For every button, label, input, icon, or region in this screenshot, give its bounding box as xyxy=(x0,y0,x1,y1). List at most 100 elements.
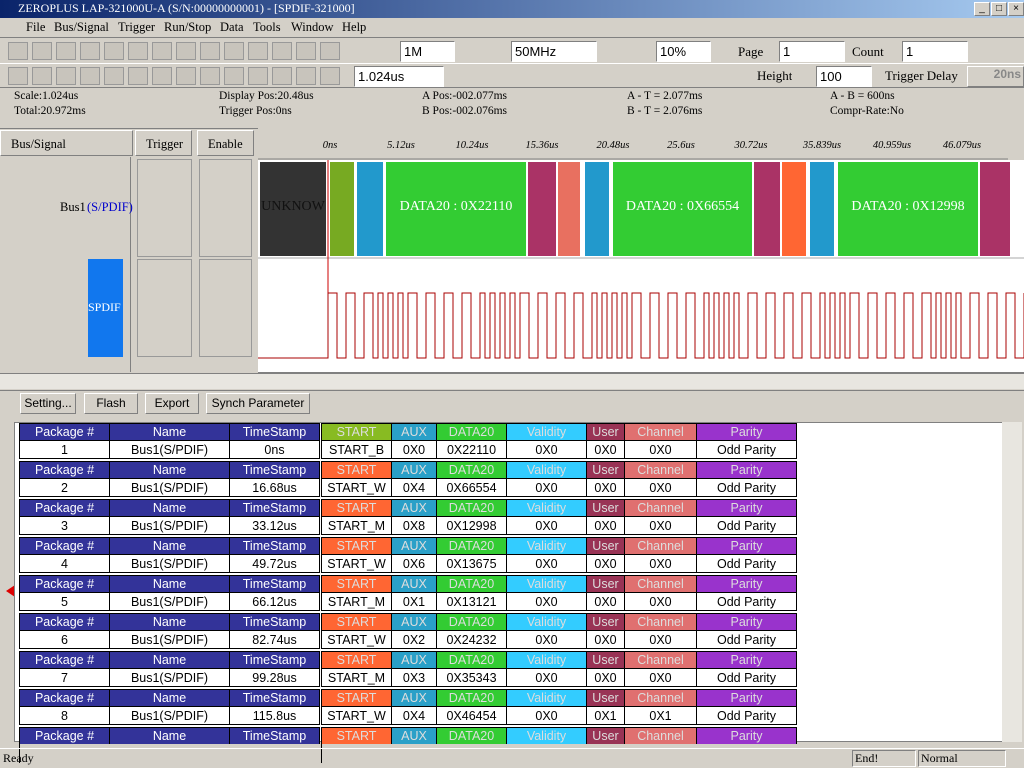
tool-icon[interactable] xyxy=(152,67,172,85)
window-button[interactable]: _ xyxy=(974,2,990,16)
tool-icon[interactable] xyxy=(320,67,340,85)
table-cell: 5 xyxy=(20,592,110,611)
menu-item[interactable]: Bus/Signal xyxy=(54,20,109,34)
table-cell: 0X0 xyxy=(587,630,625,649)
table-scrollbar xyxy=(1002,422,1022,742)
info-scale: Scale:1.024us xyxy=(14,90,79,102)
page[interactable]: 1 xyxy=(779,41,845,62)
trigger-percent[interactable]: 10% xyxy=(656,41,711,62)
table-border xyxy=(321,461,322,497)
timeline-label: 15.36us xyxy=(525,140,559,151)
window-button[interactable]: × xyxy=(1008,2,1024,16)
table-header-cell: User xyxy=(587,461,625,478)
table-cell: 0X0 xyxy=(507,668,587,687)
table-border xyxy=(19,423,20,459)
trigger-delay[interactable]: 20ns xyxy=(967,66,1024,87)
tool-icon[interactable] xyxy=(104,42,124,60)
menu-item[interactable]: Tools xyxy=(253,20,281,34)
tool-icon[interactable] xyxy=(224,67,244,85)
button[interactable]: Export xyxy=(145,393,199,414)
table-border xyxy=(321,651,322,687)
tool-icon[interactable] xyxy=(56,67,76,85)
tool-icon[interactable] xyxy=(200,67,220,85)
table-header-cell: Parity xyxy=(697,727,797,744)
table-header-cell: AUX xyxy=(392,575,437,592)
table-cell: 0X0 xyxy=(507,630,587,649)
height[interactable]: 100 xyxy=(816,66,872,87)
table-cell: START_B xyxy=(322,440,392,459)
timeline-label: 46.079us xyxy=(942,140,982,151)
menu-bar xyxy=(0,18,1024,38)
info-a-t: A - T = 2.077ms xyxy=(627,90,703,102)
tool-icon[interactable] xyxy=(8,67,28,85)
tool-icon[interactable] xyxy=(80,42,100,60)
table-header-cell: DATA20 xyxy=(437,537,507,554)
table-cell: 0X0 xyxy=(625,478,697,497)
tool-icon[interactable] xyxy=(32,42,52,60)
menu-item[interactable]: Help xyxy=(342,20,367,34)
table-cell: 0X35343 xyxy=(437,668,507,687)
tool-icon[interactable] xyxy=(296,42,316,60)
table-cell: 0X0 xyxy=(392,440,437,459)
table-header-cell: DATA20 xyxy=(437,461,507,478)
table-header-cell: DATA20 xyxy=(437,423,507,440)
table-header-cell: Package # xyxy=(20,727,110,744)
tool-icon[interactable] xyxy=(248,67,268,85)
count[interactable]: 1 xyxy=(902,41,968,62)
tool-icon[interactable] xyxy=(176,42,196,60)
frequency[interactable]: 50MHz xyxy=(511,41,597,62)
sample-depth[interactable]: 1M xyxy=(400,41,455,62)
tool-icon[interactable] xyxy=(80,67,100,85)
table-header-cell: Package # xyxy=(20,423,110,440)
button[interactable]: Setting... xyxy=(20,393,76,414)
table-header-cell: Package # xyxy=(20,689,110,706)
trigger-edge[interactable] xyxy=(137,259,192,357)
window-button[interactable]: □ xyxy=(991,2,1007,16)
menu-item[interactable]: Data xyxy=(220,20,244,34)
tool-icon[interactable] xyxy=(296,67,316,85)
time-per-div[interactable]: 1.024us xyxy=(354,66,444,87)
table-cell: 0X0 xyxy=(587,478,625,497)
table-cell: Bus1(S/PDIF) xyxy=(110,706,230,725)
enable-cell[interactable] xyxy=(199,259,252,357)
tool-icon[interactable] xyxy=(152,42,172,60)
tool-icon[interactable] xyxy=(56,42,76,60)
tool-icon[interactable] xyxy=(128,42,148,60)
tool-icon[interactable] xyxy=(32,67,52,85)
tool-icon[interactable] xyxy=(320,42,340,60)
tool-icon[interactable] xyxy=(8,42,28,60)
table-header-cell: DATA20 xyxy=(437,575,507,592)
enable-cell[interactable] xyxy=(199,159,252,257)
table-cell: START_M xyxy=(322,668,392,687)
table-cell: Odd Parity xyxy=(697,668,797,687)
tool-icon[interactable] xyxy=(176,67,196,85)
info-a-pos: A Pos:-002.077ms xyxy=(422,90,507,102)
table-header-cell: Parity xyxy=(697,575,797,592)
button[interactable]: Flash xyxy=(84,393,138,414)
button[interactable]: Synch Parameter xyxy=(206,393,310,414)
tool-icon[interactable] xyxy=(224,42,244,60)
tool-icon[interactable] xyxy=(128,67,148,85)
tool-icon[interactable] xyxy=(272,42,292,60)
waveform-label: UNKNOW xyxy=(261,199,325,214)
table-header-cell: Validity xyxy=(507,575,587,592)
menu-item[interactable]: File xyxy=(26,20,46,34)
menu-item[interactable]: Run/Stop xyxy=(164,20,212,34)
table-header-cell: AUX xyxy=(392,727,437,744)
table-cell: Bus1(S/PDIF) xyxy=(110,554,230,573)
tool-icon[interactable] xyxy=(104,67,124,85)
table-border xyxy=(19,461,20,497)
menu-item[interactable]: Trigger xyxy=(118,20,156,34)
tool-icon[interactable] xyxy=(272,67,292,85)
tool-icon[interactable] xyxy=(200,42,220,60)
info-b-pos: B Pos:-002.076ms xyxy=(422,105,507,117)
table-header-cell: START xyxy=(322,575,392,592)
title-text: ZEROPLUS LAP-321000U-A (S/N:00000000001)… xyxy=(18,1,355,15)
table-header-cell: Package # xyxy=(20,537,110,554)
table-cell: 0X0 xyxy=(587,516,625,535)
table-cell: Bus1(S/PDIF) xyxy=(110,668,230,687)
table-header-cell: Parity xyxy=(697,537,797,554)
menu-item[interactable]: Window xyxy=(291,20,334,34)
table-cell: Bus1(S/PDIF) xyxy=(110,592,230,611)
tool-icon[interactable] xyxy=(248,42,268,60)
